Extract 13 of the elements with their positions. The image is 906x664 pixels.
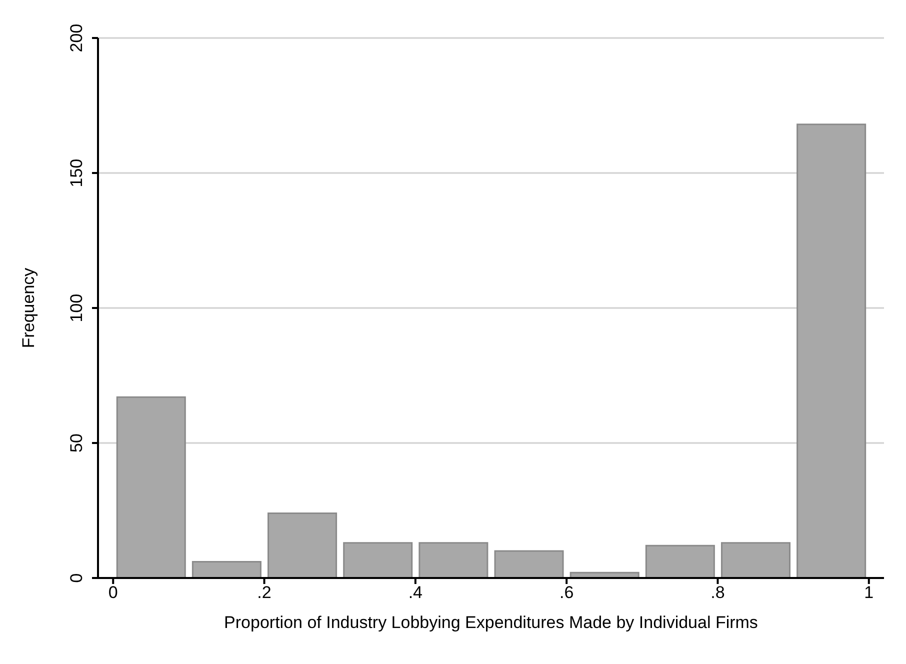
y-tick-label: 0 — [67, 573, 86, 583]
x-tick-label: .8 — [710, 583, 725, 602]
x-tick-label: .6 — [559, 583, 574, 602]
y-axis-title: Frequency — [19, 267, 38, 348]
y-tick-label: 150 — [67, 158, 86, 188]
y-tick-label: 50 — [67, 434, 86, 452]
y-tick-label: 200 — [67, 24, 86, 52]
x-tick-label: .4 — [408, 583, 423, 602]
x-tick-label: 1 — [864, 583, 874, 602]
x-tick-label: .2 — [257, 583, 272, 602]
x-tick-label: 0 — [108, 583, 118, 602]
y-tick-label: 100 — [67, 294, 86, 322]
x-axis-title: Proportion of Industry Lobbying Expenditures Made by Individual Firms — [224, 613, 758, 632]
